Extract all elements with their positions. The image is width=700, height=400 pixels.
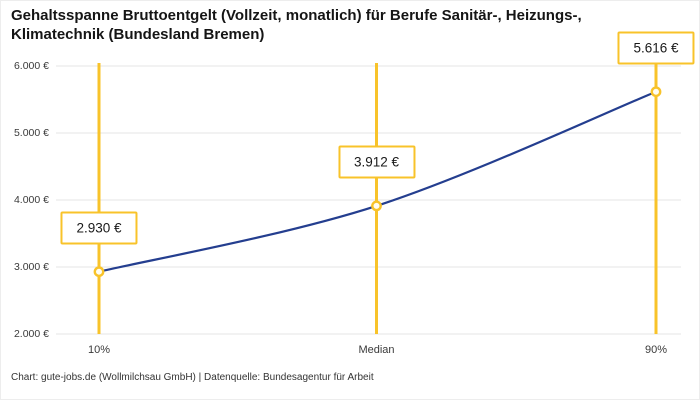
y-tick-label-3000: 3.000 € xyxy=(13,261,49,273)
x-tick-label-median: Median xyxy=(358,344,395,356)
y-tick-label-5000: 5.000 € xyxy=(13,127,49,139)
value-label-median: 3.912 € xyxy=(337,145,416,179)
chart-title: Gehaltsspanne Bruttoentgelt (Vollzeit, m… xyxy=(11,7,582,43)
x-tick-label-p90: 90% xyxy=(644,344,668,356)
value-label-p10: 2.930 € xyxy=(60,211,138,245)
y-tick-label-4000: 4.000 € xyxy=(13,194,49,206)
value-label-p90: 5.616 € xyxy=(617,31,695,65)
x-tick-label-p10: 10% xyxy=(87,344,111,356)
y-tick-label-6000: 6.000 € xyxy=(13,60,49,72)
attribution: Chart: gute-jobs.de (Wollmilchsau GmbH) … xyxy=(11,372,374,383)
y-tick-label-2000: 2.000 € xyxy=(13,328,49,340)
